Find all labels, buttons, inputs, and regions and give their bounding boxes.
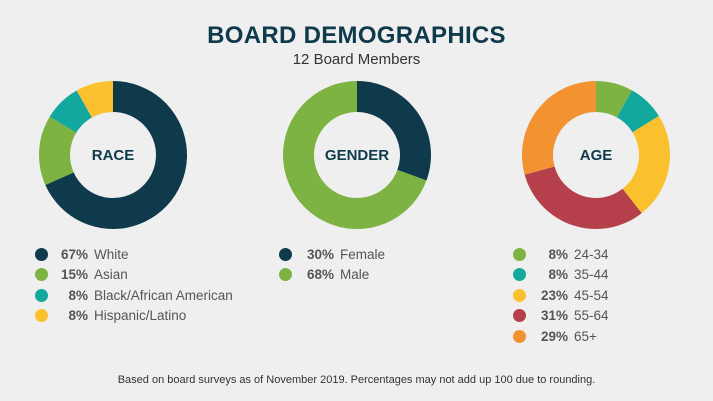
age-legend-item: 29% 65+ (513, 326, 609, 347)
gender-legend-swatch (279, 247, 292, 261)
gender-legend: 30% Female 68% Male (279, 244, 385, 285)
gender-chart-title: GENDER (324, 146, 390, 164)
race-legend-percent: 15% (60, 267, 88, 283)
gender-legend-item: 68% Male (279, 265, 385, 286)
age-legend-label: 55-64 (574, 308, 609, 324)
age-donut-svg (522, 81, 670, 229)
race-legend-label: Black/African American (94, 287, 233, 303)
age-chart-title: AGE (579, 146, 613, 164)
age-slice-3 (524, 166, 642, 229)
race-donut-svg (39, 81, 187, 229)
age-legend-item: 8% 24-34 (513, 244, 609, 265)
race-legend-percent: 67% (60, 246, 88, 262)
race-slice-2 (49, 90, 92, 133)
age-slice-1 (616, 90, 659, 133)
race-legend-percent: 8% (68, 308, 88, 324)
footnote: Based on board surveys as of November 20… (117, 374, 596, 386)
race-legend-label: Hispanic/Latino (94, 308, 187, 324)
race-legend-swatch (35, 288, 48, 302)
age-legend-swatch (513, 247, 526, 261)
age-legend: 8% 24-34 8% 35-44 23% 45-54 31% 55-64 29% 65+ (513, 244, 609, 347)
page-title: BOARD DEMOGRAPHICS (207, 22, 506, 49)
gender-donut-chart: GENDER (282, 80, 432, 230)
gender-donut-svg (283, 81, 431, 230)
age-slice-2 (622, 115, 670, 214)
gender-slice-1 (283, 81, 427, 230)
age-legend-percent: 8% (548, 267, 568, 283)
gender-legend-label: Male (340, 267, 370, 283)
race-legend-swatch (35, 247, 48, 261)
age-legend-label: 65+ (574, 328, 597, 344)
age-legend-item: 31% 55-64 (513, 306, 609, 327)
race-legend-item: 15% Asian (35, 265, 233, 286)
age-legend-label: 24-34 (574, 246, 609, 262)
gender-legend-percent: 68% (306, 267, 334, 283)
age-legend-label: 45-54 (574, 287, 609, 303)
race-slice-0 (45, 81, 187, 229)
age-legend-item: 23% 45-54 (513, 285, 609, 306)
race-slice-3 (76, 81, 113, 118)
age-legend-swatch (513, 268, 526, 282)
age-legend-percent: 23% (540, 287, 568, 303)
age-donut-chart: AGE (521, 80, 671, 230)
race-donut-chart: RACE (38, 80, 188, 230)
race-legend-item: 67% White (35, 244, 233, 265)
race-legend-swatch (35, 268, 48, 282)
age-legend-label: 35-44 (574, 267, 609, 283)
age-legend-item: 8% 35-44 (513, 265, 609, 286)
age-legend-percent: 8% (548, 246, 568, 262)
age-slice-0 (596, 81, 632, 118)
race-chart-title: RACE (91, 146, 135, 164)
gender-legend-swatch (279, 268, 292, 282)
gender-legend-percent: 30% (306, 246, 334, 262)
page-subtitle: 12 Board Members (292, 51, 421, 68)
gender-legend-item: 30% Female (279, 244, 385, 265)
age-legend-swatch (513, 309, 526, 323)
race-legend-item: 8% Black/African American (35, 285, 233, 306)
race-legend-label: Asian (94, 267, 128, 283)
race-legend-swatch (35, 309, 48, 323)
age-legend-percent: 31% (540, 308, 568, 324)
race-legend: 67% White 15% Asian 8% Black/African American… (35, 244, 233, 326)
race-slice-1 (39, 116, 77, 185)
age-legend-swatch (513, 288, 526, 302)
race-legend-item: 8% Hispanic/Latino (35, 306, 233, 327)
age-slice-4 (522, 81, 596, 175)
gender-legend-label: Female (340, 246, 386, 262)
age-legend-swatch (513, 329, 526, 343)
race-legend-percent: 8% (68, 287, 88, 303)
age-legend-percent: 29% (540, 328, 568, 344)
race-legend-label: White (94, 246, 129, 262)
gender-slice-0 (357, 81, 431, 181)
